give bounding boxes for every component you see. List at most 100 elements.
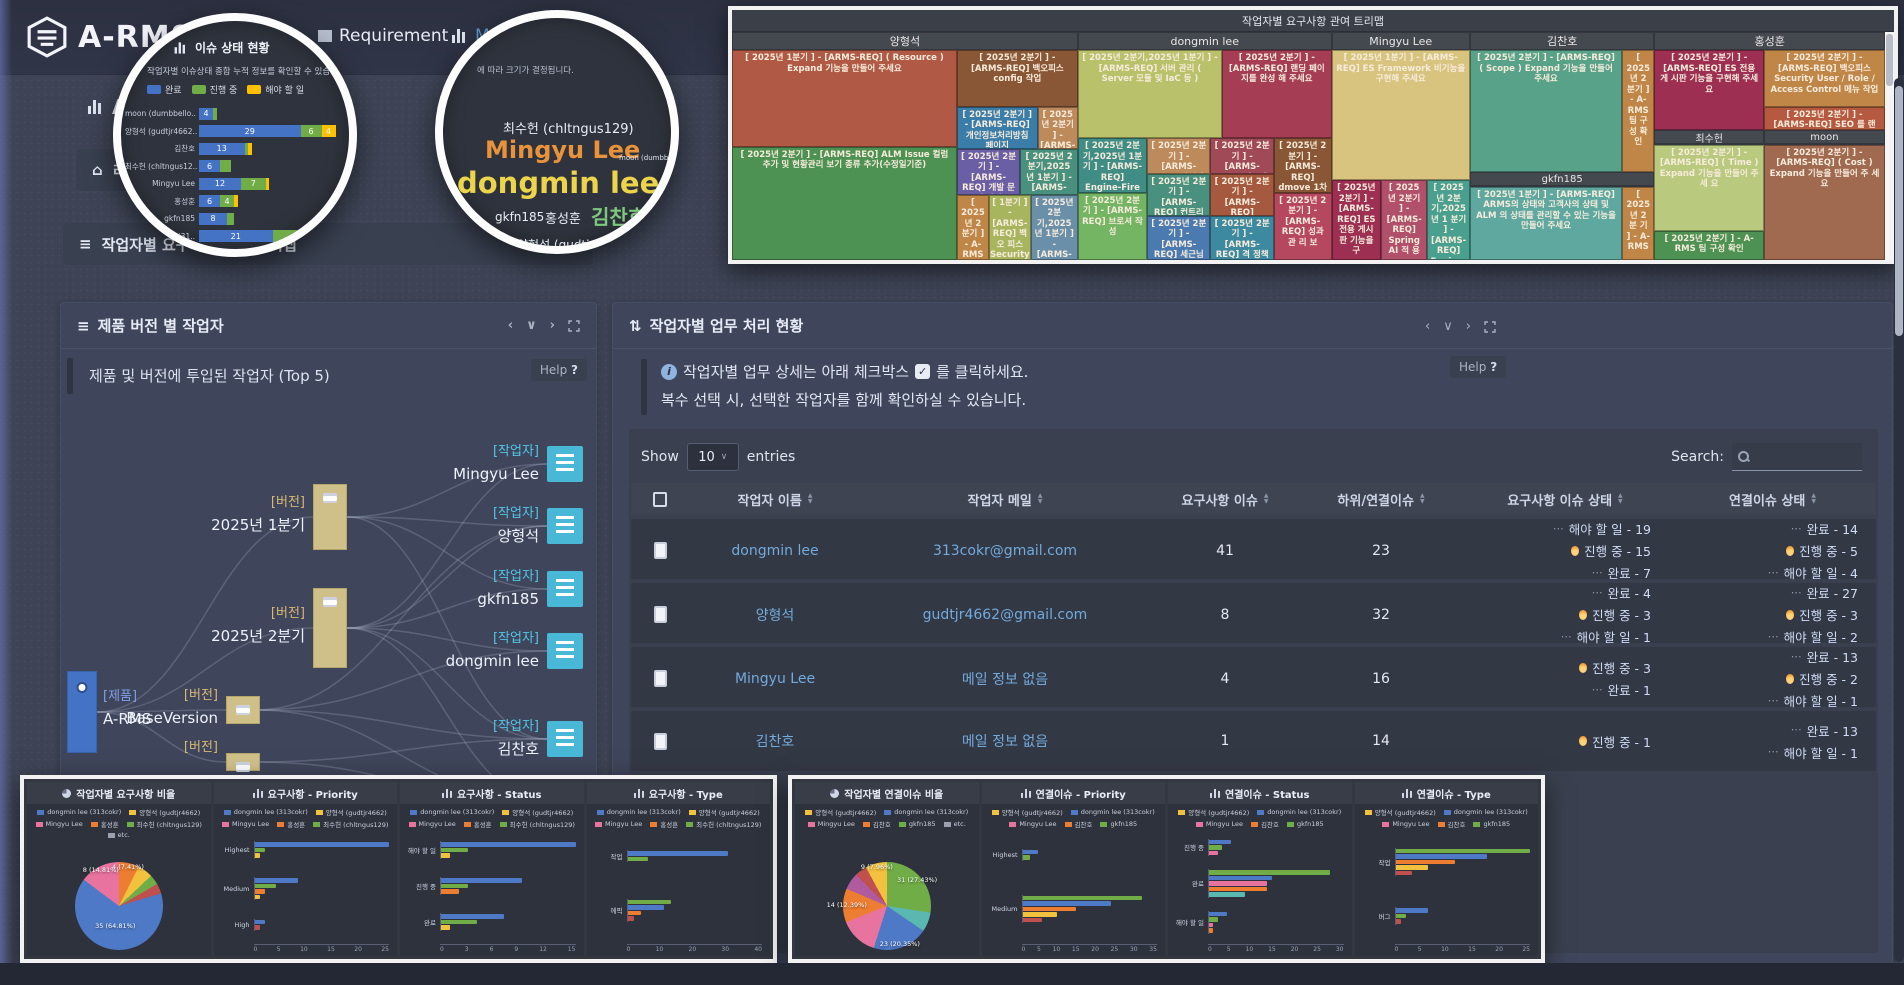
chart-card: 작업자별 요구사항 비율 dongmin lee (313cokr) 양형석 (gu…: [27, 782, 211, 956]
bar: [254, 842, 389, 847]
treemap-tile[interactable]: [ 2025년 2분기 ] - [ARMS-REQ] 백오피스 config 작…: [956, 50, 1078, 107]
treemap-tile[interactable]: [ 2025년 2분기,2025년 1분기 ] - [ARMS-REQ] 서버 …: [1077, 50, 1223, 139]
treemap-tile[interactable]: [ 2025년 1분기 ] - [ARMS-REQ] ( Resource ) …: [732, 50, 957, 147]
link-status-cell: ⋯ 완료 - 27 진행 중 - 3 ⋯ 해야 할 일 - 2: [1669, 583, 1876, 646]
worker-node[interactable]: [547, 446, 583, 482]
product-node[interactable]: [67, 671, 97, 753]
worker-node[interactable]: [547, 571, 583, 607]
expand-icon[interactable]: [568, 319, 580, 332]
table-row[interactable]: 김찬호 메일 정보 없음 1 14 진행 중 - 1 ⋯ 완료 - 13 ⋯ 해야 할 일 - …: [631, 711, 1876, 771]
treemap-tile[interactable]: [ 2025년 2분기 ] - [ARMS-REQ] ES 전용 게 시판 기능…: [1654, 50, 1764, 130]
treemap-tile[interactable]: [ 2025년 2분기 ] - [ARMS-REQ] 격 정책 업: [1210, 215, 1274, 260]
sort-icon[interactable]: ▲ ▼: [1811, 492, 1816, 505]
bar: [441, 883, 468, 889]
sort-icon[interactable]: ▲ ▼: [1037, 492, 1043, 505]
expand-icon[interactable]: [1484, 320, 1496, 333]
bar: [441, 847, 468, 853]
column-header[interactable]: 연결이슈 상태 ▲ ▼: [1729, 492, 1816, 509]
worker-node[interactable]: [547, 721, 583, 757]
bar: [254, 847, 266, 853]
treemap-tile[interactable]: [ 2025년 2분기 ] - A-RMS 팀 구성 확인: [1654, 230, 1764, 260]
row-checkbox[interactable]: [631, 732, 689, 750]
chevron-down-icon[interactable]: ∨: [1443, 319, 1453, 334]
sort-icon[interactable]: ▲ ▼: [1618, 492, 1623, 505]
treemap-tile[interactable]: [ 2025년 2분기 ] - [ARMS-REQ] 개인정보처리방침 페이지: [956, 106, 1038, 149]
treemap-tile[interactable]: [ 2025년 2분기 ] - [ARMS-REQ] ES 전용 게시 판 기능…: [1331, 180, 1382, 260]
column-header[interactable]: 요구사항 이슈 ▲ ▼: [1181, 492, 1269, 509]
status-line: ⋯ 해야 할 일 - 1: [1560, 629, 1651, 645]
version-node[interactable]: [226, 753, 260, 772]
legend-item: 최수헌 (chltngus129): [499, 819, 575, 829]
version-node[interactable]: [313, 588, 347, 668]
sort-icon[interactable]: ▲ ▼: [1419, 492, 1425, 505]
chevron-left-icon[interactable]: ‹: [1425, 319, 1431, 334]
treemap-tile[interactable]: [ 2025년 2분기 ] - [ARMS-REQ] 컨트리뷰톤 2025 Op…: [1147, 173, 1211, 216]
treemap-tile[interactable]: [ 2025년 2분기 ] - [ARMS-REQ] 세근님이 갖 프로젝트뷰 …: [1147, 215, 1211, 260]
treemap-tile[interactable]: [ 2025년 2분기,2025년 1분기 ] - [ARMS-REQ] Eng…: [1020, 148, 1078, 195]
help-button[interactable]: Help ?: [529, 358, 588, 382]
treemap-tile[interactable]: [ 2025년 2분기 ] - [ARMS-REQ] SEO 를 랜: [1763, 106, 1885, 130]
chart-card-header: 요구사항 - Status: [400, 782, 584, 804]
worker-name-cell[interactable]: 김찬호: [755, 734, 795, 750]
row-checkbox[interactable]: [631, 670, 689, 687]
row-checkbox[interactable]: [631, 542, 689, 559]
help-button[interactable]: Help ?: [1449, 355, 1508, 379]
status-line: 진행 중 - 2: [1786, 669, 1858, 688]
row-checkbox[interactable]: [631, 606, 689, 623]
treemap-tile[interactable]: [ 2025년 2분기 ] - [ARMS-REQ] 성과관 리 보: [1273, 192, 1332, 260]
column-header[interactable]: 작업자 메일 ▲ ▼: [967, 492, 1043, 509]
treemap-tile[interactable]: [ 2025년 2분 기,2025년 1분기 ] - [ARMS-REQ] 데이: [1030, 194, 1078, 260]
column-header[interactable]: 요구사항 이슈 상태 ▲ ▼: [1507, 492, 1623, 509]
chart-legend: 양형석 (gudtjr4662) dongmin lee (313cokr) Min…: [988, 807, 1160, 829]
treemap-tile[interactable]: [ 2025년 2분기 ] - [ARMS-REQ] 랜딩 페이지를 완성 해 …: [1222, 50, 1332, 139]
column-header[interactable]: 하위/연결이슈 ▲ ▼: [1337, 492, 1425, 509]
sort-icon[interactable]: ▲ ▼: [1263, 492, 1269, 505]
treemap-tile[interactable]: [ 2025년 2분기 ] - [ARMS-REQ] ( Scope ) Exp…: [1469, 50, 1623, 172]
select-all-checkbox[interactable]: [631, 491, 689, 507]
treemap-tile[interactable]: [ 2025년 2분기 ] - [ARMS-REQ] 백오피스 System 작: [1037, 106, 1078, 149]
treemap-tile[interactable]: [ 2025 년 2분 기 ] - A-RMS: [1622, 186, 1655, 260]
version-node[interactable]: [226, 696, 260, 724]
treemap-tile[interactable]: [ 2025 년 2분기 ] - A-RMS 팀 구 성 확 인: [1622, 50, 1655, 172]
treemap-tile[interactable]: [ 2025년 2분기 ] - [ARMS-REQ] 상열님 설명: [1147, 138, 1211, 174]
worker-name-cell[interactable]: dongmin lee: [731, 542, 819, 559]
table-row[interactable]: 양형석 gudtjr4662@gmail.com 8 32 ⋯ 완료 - 4 진행 중 - …: [631, 583, 1876, 646]
treemap-scrollbar[interactable]: [1885, 32, 1894, 260]
table-row[interactable]: Mingyu Lee 메일 정보 없음 4 16 진행 중 - 3 ⋯ 완료 - 1 ⋯ 완료 …: [631, 647, 1876, 709]
sort-icon[interactable]: ▲ ▼: [807, 492, 813, 505]
treemap-tile[interactable]: [ 2025년 2분기 ] - [ARMS-REQ] 개발 문서 작성: [956, 148, 1021, 195]
legend-item: dongmin lee (313cokr): [410, 807, 494, 817]
worker-name-cell[interactable]: Mingyu Lee: [734, 670, 816, 687]
column-header[interactable]: 작업자 이름 ▲ ▼: [737, 492, 813, 509]
chevron-down-icon[interactable]: ∨: [526, 318, 537, 333]
search-input[interactable]: [1732, 443, 1862, 471]
nav-item-requirement[interactable]: Requirement: [318, 26, 448, 46]
worker-name-cell[interactable]: 양형석: [755, 607, 795, 624]
treemap-tile[interactable]: [ 2025년 2분기 ] - [ARMS-REQ] dmove 1차: [1273, 138, 1332, 193]
treemap-tile[interactable]: [ 2025년 2분기 ] - [ARMS-REQ] dmove 1 차 컨퍼런…: [1210, 173, 1274, 216]
page-size-select[interactable]: 10 ∨: [686, 443, 739, 471]
worker-node[interactable]: [547, 508, 583, 544]
treemap-tile[interactable]: [ 2025년 2분기 ] - [ARMS-REQ] 백오피스 Security…: [1763, 50, 1885, 107]
treemap-tile[interactable]: [ 1분기 ] - [ARMS-REQ] 백오 피스 Security: [989, 194, 1031, 260]
treemap-tile[interactable]: [ 2025년 2분기 ] - [ARMS-REQ] ALM Issue 컬럼 …: [732, 146, 957, 260]
chevron-right-icon[interactable]: ›: [549, 318, 555, 333]
treemap-tile[interactable]: [ 2025년 2분기 ] - [ARMS-REQ] 브로셔 작 성: [1077, 192, 1148, 260]
table-row[interactable]: dongmin lee 313cokr@gmail.com 41 23 ⋯ 해야 할 일 …: [631, 519, 1876, 581]
treemap-tile[interactable]: [ 2025년 2분기 ] - [ARMS-REQ] Spring AI 적 용: [1381, 180, 1428, 260]
treemap-tile[interactable]: [ 2025년 2분기,2025년 1분기 ] - [ARMS-REQ] Eng…: [1077, 138, 1148, 193]
version-node[interactable]: [313, 484, 347, 550]
treemap-tile[interactable]: [ 2025년 1분기 ] - [ARMS-REQ] ARMS의 상태와 고객사…: [1469, 186, 1623, 260]
chevron-left-icon[interactable]: ‹: [507, 318, 514, 333]
legend-item: dongmin lee (313cokr): [596, 807, 681, 817]
chevron-right-icon[interactable]: ›: [1465, 319, 1471, 334]
treemap-tile[interactable]: [ 2025년 2분기 ] - [ARMS-REQ] ( Cost ) Expa…: [1763, 144, 1885, 260]
treemap-tile[interactable]: [ 2025년 2분기 ] - [ARMS-REQ] 인스펙션 팀장님들께: [1210, 138, 1274, 174]
status-dots-icon: ⋯: [1790, 521, 1802, 535]
page-scrollbar[interactable]: [1894, 78, 1904, 962]
treemap-tile[interactable]: [ 2025년 2분기 ] - [ARMS-REQ] ( Time ) Expa…: [1654, 144, 1764, 231]
worker-node[interactable]: [547, 633, 583, 669]
treemap-tile[interactable]: [ 2025년 2분기,2025년 1 분기 ] - [ARMS-REQ] En…: [1427, 180, 1470, 260]
treemap-tile[interactable]: [ 2025년 2분기 ] - A-RMS 팀 구성 확인: [956, 194, 990, 260]
treemap-tile[interactable]: [ 2025년 1분기 ] - [ARMS-REQ] ES Framework …: [1331, 50, 1470, 181]
